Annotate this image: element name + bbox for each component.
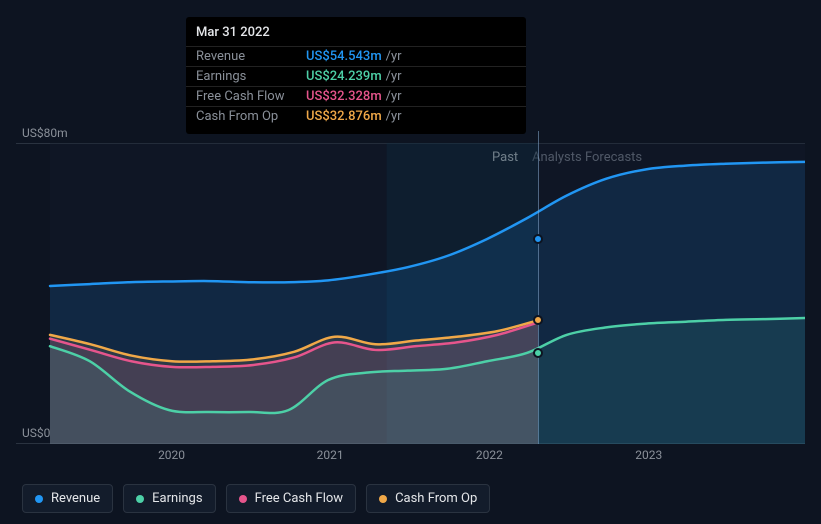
marker-earnings xyxy=(533,348,543,358)
chart-legend: Revenue Earnings Free Cash Flow Cash From O… xyxy=(22,484,490,513)
legend-label: Cash From Op xyxy=(395,491,477,506)
x-axis-label: 2023 xyxy=(635,448,662,462)
tooltip-row: Free Cash FlowUS$32.328m/yr xyxy=(186,86,526,106)
chart-plot-area[interactable] xyxy=(16,131,805,444)
legend-dot-icon xyxy=(136,495,144,503)
legend-label: Revenue xyxy=(51,491,100,506)
tooltip-row-value: US$54.543m xyxy=(306,49,382,64)
legend-label: Earnings xyxy=(152,491,202,506)
tooltip-row-unit: /yr xyxy=(386,69,402,84)
tooltip-row-label: Earnings xyxy=(196,69,306,84)
tooltip-date: Mar 31 2022 xyxy=(186,25,526,46)
tooltip-row: Cash From OpUS$32.876m/yr xyxy=(186,106,526,126)
tooltip-row-value: US$32.876m xyxy=(306,109,382,124)
x-axis-label: 2020 xyxy=(158,448,185,462)
legend-item-earnings[interactable]: Earnings xyxy=(123,484,215,513)
tooltip-row-value: US$32.328m xyxy=(306,89,382,104)
legend-dot-icon xyxy=(239,495,247,503)
legend-label: Free Cash Flow xyxy=(255,491,343,506)
x-axis-label: 2021 xyxy=(317,448,344,462)
tooltip-row: RevenueUS$54.543m/yr xyxy=(186,46,526,66)
tooltip-row-label: Revenue xyxy=(196,49,306,64)
legend-item-revenue[interactable]: Revenue xyxy=(22,484,113,513)
chart-tooltip: Mar 31 2022 RevenueUS$54.543m/yrEarnings… xyxy=(186,17,526,134)
tooltip-row-unit: /yr xyxy=(386,49,402,64)
legend-item-cash-from-op[interactable]: Cash From Op xyxy=(366,484,490,513)
tooltip-row-unit: /yr xyxy=(386,89,402,104)
chart-svg xyxy=(16,131,805,444)
legend-item-free-cash-flow[interactable]: Free Cash Flow xyxy=(226,484,356,513)
marker-cashFromOp xyxy=(533,315,543,325)
x-axis-label: 2022 xyxy=(476,448,503,462)
marker-revenue xyxy=(533,234,543,244)
tooltip-row-value: US$24.239m xyxy=(306,69,382,84)
tooltip-row-label: Cash From Op xyxy=(196,109,306,124)
tooltip-row: EarningsUS$24.239m/yr xyxy=(186,66,526,86)
legend-dot-icon xyxy=(379,495,387,503)
cursor-line xyxy=(538,131,539,444)
tooltip-row-unit: /yr xyxy=(386,109,402,124)
legend-dot-icon xyxy=(35,495,43,503)
tooltip-row-label: Free Cash Flow xyxy=(196,89,306,104)
